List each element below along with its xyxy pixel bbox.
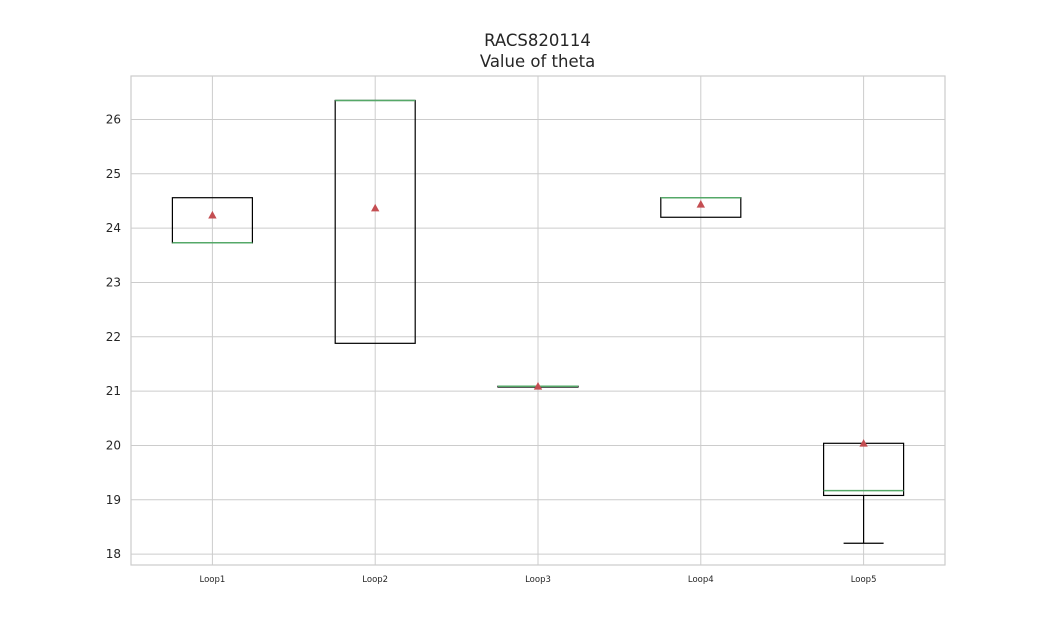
x-tick-label: Loop1 [200, 575, 226, 585]
box-layer [171, 99, 905, 544]
box-loop4 [660, 196, 742, 218]
grid-layer [131, 76, 945, 565]
x-tick-label: Loop5 [851, 575, 877, 585]
box-loop5 [822, 439, 905, 544]
mean-marker [208, 210, 217, 219]
x-tick-labels: Loop1 Loop2 Loop3 Loop4 Loop5 [200, 575, 877, 585]
mean-marker [696, 200, 705, 208]
y-tick-label: 21 [106, 384, 121, 398]
y-tick-label: 26 [106, 112, 121, 126]
box-loop3 [497, 382, 579, 390]
y-tick-label: 20 [106, 438, 121, 452]
x-tick-label: Loop4 [688, 575, 714, 585]
box-loop2 [334, 99, 416, 344]
y-tick-label: 24 [106, 221, 121, 235]
chart-title: RACS820114 [484, 31, 591, 50]
x-tick-label: Loop2 [362, 575, 388, 585]
x-tick-label: Loop3 [525, 575, 551, 585]
mean-marker [371, 203, 380, 212]
box-loop1 [171, 197, 253, 244]
mean-marker [533, 382, 543, 390]
mean-marker [859, 439, 868, 447]
y-tick-label: 19 [106, 493, 121, 507]
y-tick-label: 23 [106, 275, 121, 289]
y-tick-label: 25 [106, 167, 121, 181]
y-tick-labels: 18 19 20 21 22 23 24 25 26 [106, 112, 121, 561]
y-tick-label: 22 [106, 330, 121, 344]
chart-subtitle: Value of theta [479, 52, 596, 71]
plot-frame [130, 75, 946, 566]
y-tick-label: 18 [106, 547, 121, 561]
